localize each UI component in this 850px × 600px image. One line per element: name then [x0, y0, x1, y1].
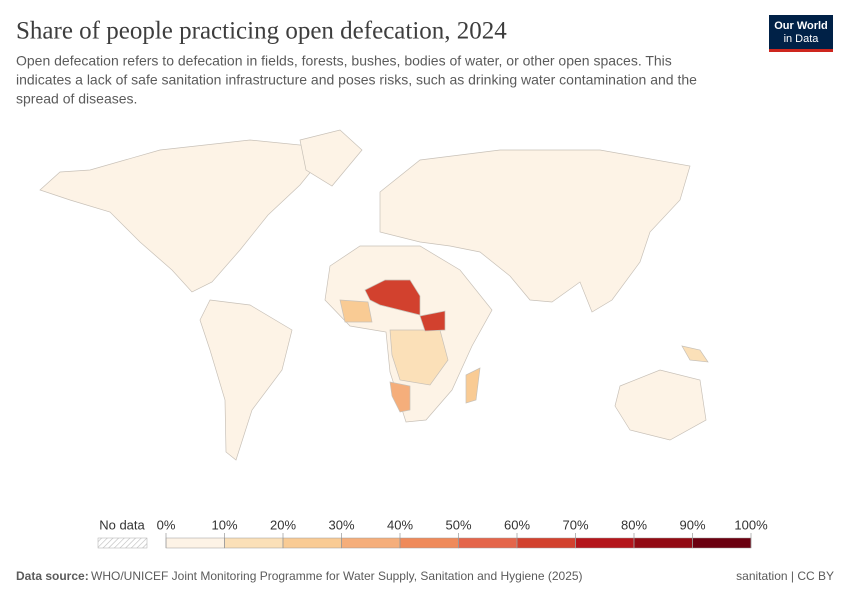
- license: sanitation | CC BY: [736, 569, 834, 583]
- madagascar: [465, 367, 481, 404]
- legend-label: 70%: [562, 517, 588, 532]
- subtitle: spread of diseases.: [16, 91, 137, 107]
- south-america: [199, 299, 293, 461]
- title: Share of people practicing open defecati…: [16, 18, 507, 45]
- legend-label: 40%: [387, 517, 413, 532]
- niger-chad: [364, 279, 421, 316]
- legend-bin: [458, 537, 518, 549]
- legend-bin: [516, 537, 576, 549]
- legend-bin: [341, 537, 401, 549]
- north-america: [39, 139, 331, 293]
- logo-text: in Data: [784, 33, 820, 45]
- legend-label: 0%: [157, 517, 176, 532]
- legend-bin: [224, 537, 284, 549]
- legend-label: 10%: [211, 517, 237, 532]
- legend-label: 60%: [504, 517, 530, 532]
- source: WHO/UNICEF Joint Monitoring Programme fo…: [91, 569, 583, 583]
- legend-label: 20%: [270, 517, 296, 532]
- legend-bin: [165, 537, 225, 549]
- eurasia: [379, 149, 691, 313]
- greenland: [299, 129, 363, 187]
- legend-label: 100%: [734, 517, 768, 532]
- legend-bin: [575, 537, 635, 549]
- logo-text: Our World: [774, 20, 828, 32]
- legend-bin: [282, 537, 342, 549]
- australia: [614, 369, 707, 441]
- no-data-label: No data: [99, 517, 145, 532]
- west-africa: [339, 299, 373, 323]
- subtitle: indicates a lack of safe sanitation infr…: [16, 72, 697, 88]
- map: [39, 129, 709, 461]
- legend-label: 90%: [679, 517, 705, 532]
- logo: Our World in Data: [769, 15, 833, 52]
- legend-label: 50%: [445, 517, 471, 532]
- south-sudan: [419, 310, 446, 332]
- legend-label: 80%: [621, 517, 647, 532]
- legend-bin: [399, 537, 459, 549]
- no-data-swatch: [97, 537, 148, 549]
- papua: [681, 345, 709, 363]
- legend-bin: [692, 537, 752, 549]
- subtitle: Open defecation refers to defecation in …: [16, 53, 672, 69]
- legend-label: 30%: [328, 517, 354, 532]
- namibia: [389, 381, 411, 413]
- source-label: Data source:: [16, 569, 89, 583]
- legend-bin: [633, 537, 693, 549]
